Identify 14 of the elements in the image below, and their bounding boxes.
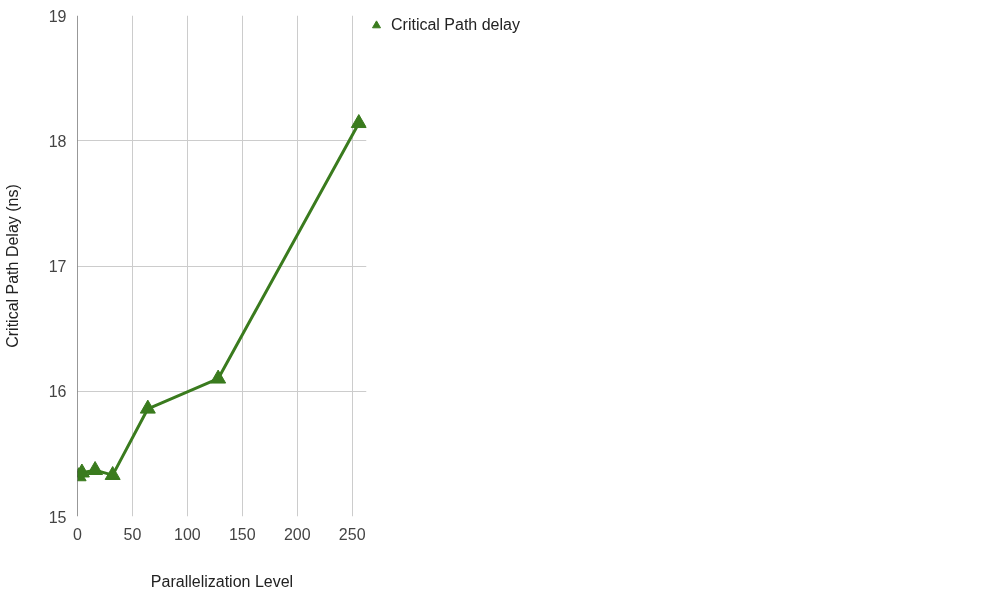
y-tick-label: 19: [48, 7, 67, 25]
x-axis-title: Parallelization Level: [150, 572, 294, 590]
y-tick-label: 15: [48, 508, 67, 526]
x-tick-label: 100: [174, 525, 201, 543]
x-tick-label: 50: [123, 525, 142, 543]
x-tick-label: 0: [73, 525, 83, 543]
y-tick-label: 16: [48, 383, 67, 401]
y-axis-title: Critical Path Delay (ns): [3, 184, 21, 348]
x-tick-label: 150: [228, 525, 256, 543]
x-tick-label: 250: [338, 525, 366, 543]
y-tick-label: 18: [48, 132, 67, 150]
legend-label: Critical Path delay: [391, 16, 520, 34]
y-tick-label: 17: [48, 258, 67, 275]
x-tick-label: 200: [283, 525, 311, 543]
